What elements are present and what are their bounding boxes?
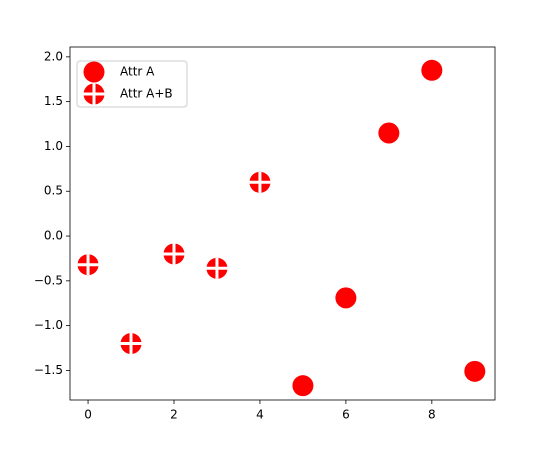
- marker-circle: [378, 122, 400, 144]
- x-tick-label: 6: [342, 408, 350, 422]
- x-tick-label: 0: [84, 408, 92, 422]
- plot-frame: [69, 46, 496, 401]
- point: [378, 122, 400, 144]
- marker-circle: [464, 360, 486, 382]
- point: [163, 243, 185, 265]
- legend-marker: [83, 61, 105, 83]
- x-tick-label: 8: [428, 408, 436, 422]
- point: [77, 254, 99, 276]
- point: [421, 59, 443, 81]
- legend-marker: [83, 83, 105, 105]
- y-tick-label: 2.0: [44, 49, 63, 63]
- marker-circle: [335, 287, 357, 309]
- legend-label: Attr A+B: [120, 87, 173, 101]
- point: [120, 333, 142, 355]
- y-tick-label: −1.0: [34, 318, 63, 332]
- point: [249, 171, 271, 193]
- point: [335, 287, 357, 309]
- point: [206, 257, 228, 279]
- y-tick-label: −0.5: [34, 273, 63, 287]
- point: [292, 375, 314, 397]
- y-tick-label: 0.0: [44, 229, 63, 243]
- y-tick-label: 1.5: [44, 94, 63, 108]
- marker-circle: [292, 375, 314, 397]
- y-tick-label: −1.5: [34, 363, 63, 377]
- x-tick-label: 4: [256, 408, 264, 422]
- y-tick-label: 1.0: [44, 139, 63, 153]
- x-tick-label: 2: [170, 408, 178, 422]
- y-tick-label: 0.5: [44, 184, 63, 198]
- point: [464, 360, 486, 382]
- marker-circle: [83, 61, 105, 83]
- marker-circle: [421, 59, 443, 81]
- legend-label: Attr A: [120, 65, 155, 79]
